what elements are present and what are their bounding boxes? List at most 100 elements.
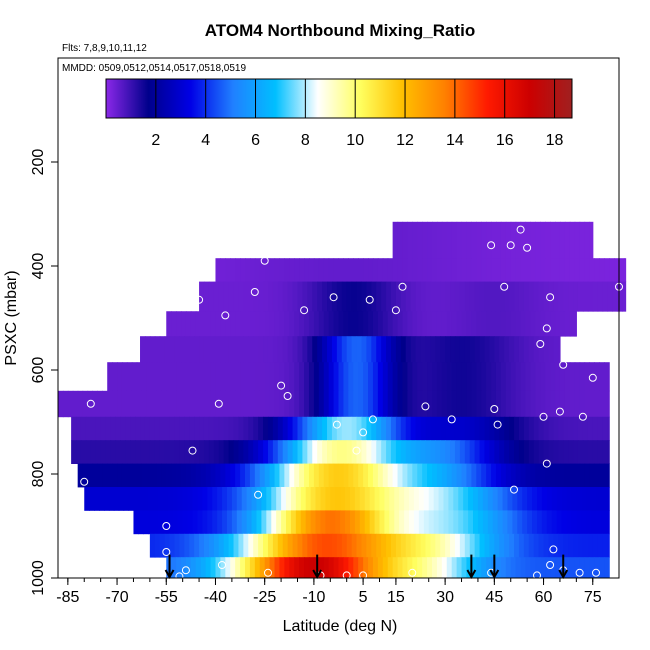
heatmap-cell bbox=[313, 362, 320, 392]
heatmap-cell bbox=[172, 510, 179, 535]
heatmap-cell bbox=[441, 362, 448, 392]
heatmap-cell bbox=[425, 416, 431, 441]
heatmap-cell bbox=[559, 390, 566, 418]
heatmap-cell bbox=[159, 336, 166, 363]
heatmap-cell bbox=[171, 362, 177, 392]
heatmap-cell bbox=[131, 390, 138, 418]
heatmap-cell bbox=[499, 281, 505, 312]
heatmap-cell bbox=[272, 281, 279, 312]
heatmap-cell bbox=[386, 336, 392, 363]
heatmap-cell bbox=[207, 487, 213, 511]
heatmap-cell bbox=[417, 390, 423, 418]
heatmap-cell bbox=[527, 510, 533, 535]
heatmap-cell bbox=[238, 416, 244, 441]
sample-point bbox=[408, 568, 417, 577]
heatmap-cell bbox=[76, 440, 82, 464]
heatmap-cell bbox=[235, 390, 241, 418]
heatmap-cell bbox=[140, 336, 146, 363]
heatmap-cell bbox=[514, 416, 520, 441]
heatmap-cell bbox=[328, 258, 335, 282]
heatmap-cell bbox=[518, 533, 525, 558]
heatmap-cell bbox=[568, 281, 574, 312]
heatmap-cell bbox=[161, 362, 167, 392]
heatmap-cell bbox=[361, 533, 367, 558]
heatmap-cell bbox=[525, 311, 532, 337]
heatmap-cell bbox=[530, 258, 536, 282]
sample-point bbox=[546, 561, 555, 569]
heatmap-cell bbox=[553, 281, 559, 312]
heatmap-cell bbox=[245, 390, 251, 418]
heatmap-cell bbox=[386, 281, 392, 312]
heatmap-cell bbox=[353, 258, 359, 282]
heatmap-cell bbox=[405, 416, 412, 441]
heatmap-cell bbox=[530, 221, 536, 259]
heatmap-cell bbox=[486, 463, 492, 488]
heatmap-cell bbox=[289, 390, 295, 418]
heatmap-cell bbox=[395, 533, 402, 558]
heatmap-cell bbox=[363, 390, 369, 418]
heatmap-cell bbox=[515, 390, 522, 418]
heatmap-cell bbox=[349, 510, 356, 535]
heatmap-cell bbox=[151, 362, 158, 392]
heatmap-cell bbox=[233, 440, 240, 464]
heatmap-cell bbox=[402, 463, 408, 488]
heatmap-cell bbox=[164, 440, 171, 464]
heatmap-cell bbox=[264, 258, 271, 282]
heatmap-cell bbox=[220, 390, 226, 418]
heatmap-cell bbox=[245, 463, 251, 488]
heatmap-cell bbox=[425, 533, 431, 558]
heatmap-cell bbox=[317, 533, 323, 558]
heatmap-cell bbox=[328, 557, 335, 579]
heatmap-cell bbox=[144, 336, 151, 363]
sample-point bbox=[542, 459, 551, 468]
heatmap-cell bbox=[287, 281, 294, 312]
heatmap-cell bbox=[379, 487, 386, 511]
heatmap-cell bbox=[341, 336, 348, 363]
heatmap-cell bbox=[604, 390, 610, 418]
heatmap-cell bbox=[171, 390, 177, 418]
heatmap-cell bbox=[446, 311, 453, 337]
sample-point bbox=[500, 282, 509, 291]
heatmap-cell bbox=[441, 221, 448, 259]
heatmap-cell bbox=[228, 281, 235, 312]
heatmap-cell bbox=[377, 390, 384, 418]
heatmap-cell bbox=[366, 533, 372, 558]
y-tick-label: 200 bbox=[30, 149, 47, 176]
heatmap-cell bbox=[363, 258, 369, 282]
heatmap-cell bbox=[308, 362, 315, 392]
heatmap-cell bbox=[212, 487, 218, 511]
heatmap-cell bbox=[548, 440, 554, 464]
heatmap-cell bbox=[535, 221, 541, 259]
heatmap-cell bbox=[484, 336, 491, 363]
heatmap-cell bbox=[174, 336, 180, 363]
heatmap-cell bbox=[489, 533, 495, 558]
heatmap-cell bbox=[499, 336, 505, 363]
heatmap-cell bbox=[427, 362, 433, 392]
heatmap-cell bbox=[248, 416, 254, 441]
heatmap-cell bbox=[249, 557, 256, 579]
heatmap-cell bbox=[500, 557, 507, 579]
heatmap-cell bbox=[466, 258, 472, 282]
heatmap-cell bbox=[343, 390, 349, 418]
heatmap-cell bbox=[318, 258, 325, 282]
heatmap-cell bbox=[289, 362, 295, 392]
heatmap-cell bbox=[502, 487, 509, 511]
sample-point bbox=[368, 415, 377, 424]
sample-point bbox=[300, 306, 309, 315]
heatmap-cell bbox=[363, 362, 369, 392]
y-tick-label: 600 bbox=[30, 357, 47, 384]
heatmap-cell bbox=[522, 510, 528, 535]
heatmap-cell bbox=[235, 311, 241, 337]
heatmap-cell bbox=[263, 533, 269, 558]
heatmap-cell bbox=[392, 362, 399, 392]
heatmap-cell bbox=[174, 533, 180, 558]
heatmap-cell bbox=[294, 557, 300, 579]
heatmap-cell bbox=[545, 463, 551, 488]
heatmap-cell bbox=[279, 390, 285, 418]
heatmap-cell bbox=[425, 440, 431, 464]
heatmap-cell bbox=[561, 510, 568, 535]
heatmap-cell bbox=[407, 463, 413, 488]
heatmap-cell bbox=[394, 510, 400, 535]
heatmap-cell bbox=[555, 311, 561, 337]
heatmap-cell bbox=[302, 281, 308, 312]
